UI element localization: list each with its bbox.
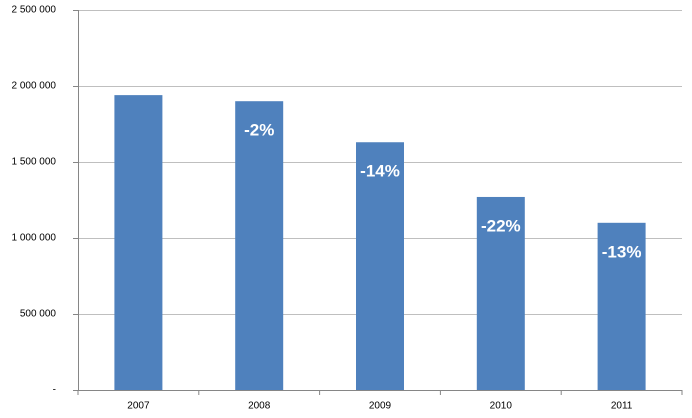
x-tick-label: 2010 (490, 401, 513, 412)
y-tick-label: - (53, 385, 56, 396)
y-tick-label: 2 000 000 (12, 81, 57, 92)
bar (476, 196, 525, 390)
annotation: -22% (481, 216, 521, 235)
bar (235, 101, 284, 390)
y-tick-label: 2 500 000 (12, 5, 57, 16)
y-tick-label: 500 000 (20, 309, 57, 320)
bar (114, 95, 163, 391)
x-tick-label: 2009 (369, 401, 392, 412)
bar (597, 222, 646, 390)
bar (356, 142, 404, 390)
annotation: -14% (360, 162, 400, 181)
x-tick-label: 2007 (127, 401, 150, 412)
y-tick-label: 1 000 000 (12, 233, 57, 244)
x-tick-label: 2011 (611, 401, 633, 412)
annotation: -2% (244, 121, 274, 140)
annotation: -13% (602, 242, 642, 261)
y-tick-label: 1 500 000 (12, 157, 57, 168)
x-tick-label: 2008 (248, 401, 271, 412)
